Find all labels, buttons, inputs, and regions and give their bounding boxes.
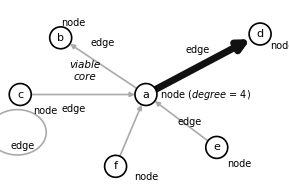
Ellipse shape xyxy=(249,23,271,45)
Text: node ($\it{degree}$ = 4): node ($\it{degree}$ = 4) xyxy=(160,88,251,101)
Text: d: d xyxy=(257,29,264,39)
Ellipse shape xyxy=(135,84,157,105)
Text: node: node xyxy=(61,18,85,28)
Text: c: c xyxy=(17,90,23,99)
Ellipse shape xyxy=(105,155,127,177)
Text: edge: edge xyxy=(177,117,201,127)
Text: a: a xyxy=(142,90,149,99)
Text: b: b xyxy=(57,33,64,43)
Ellipse shape xyxy=(206,136,228,158)
Ellipse shape xyxy=(9,84,31,105)
Text: node: node xyxy=(227,160,251,169)
Text: edge: edge xyxy=(186,45,210,55)
Text: edge: edge xyxy=(62,104,86,114)
Text: node: node xyxy=(33,106,58,115)
Text: edge: edge xyxy=(90,38,115,47)
Text: edge: edge xyxy=(11,142,35,151)
Text: viable
core: viable core xyxy=(70,60,101,82)
Text: node: node xyxy=(134,172,159,182)
Ellipse shape xyxy=(50,27,72,49)
Text: f: f xyxy=(114,161,118,171)
Text: node: node xyxy=(270,41,289,51)
Text: e: e xyxy=(213,143,220,152)
